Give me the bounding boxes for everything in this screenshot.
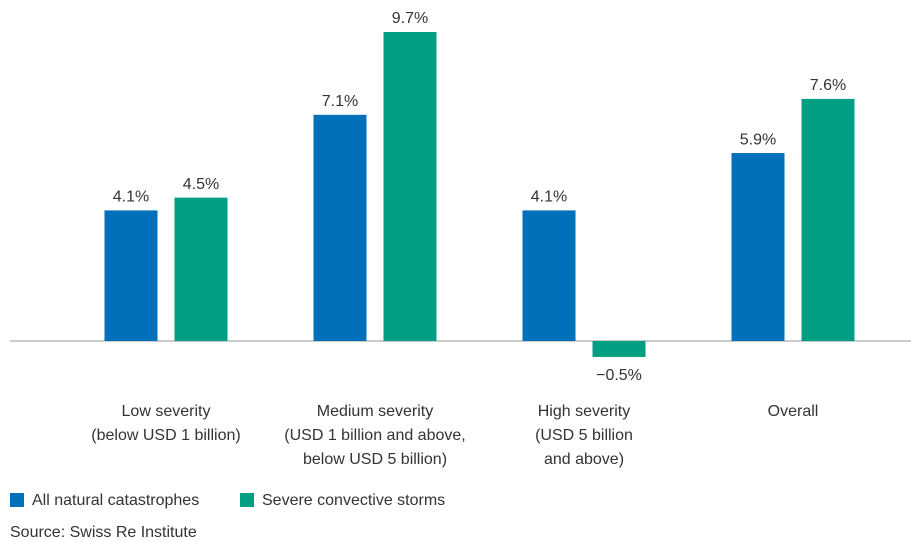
bar bbox=[383, 32, 437, 341]
value-label: −0.5% bbox=[596, 367, 642, 384]
value-label: 5.9% bbox=[740, 131, 776, 148]
legend-label: All natural catastrophes bbox=[32, 492, 199, 509]
legend-label: Severe convective storms bbox=[262, 492, 445, 509]
x-tick-label: Low severity bbox=[122, 403, 211, 420]
legend-swatch bbox=[10, 493, 24, 507]
x-tick-label: Overall bbox=[768, 403, 819, 420]
bar bbox=[731, 153, 785, 341]
value-label: 4.1% bbox=[531, 189, 567, 206]
value-label: 4.5% bbox=[183, 176, 219, 193]
legend-swatch bbox=[240, 493, 254, 507]
x-tick-label: High severity bbox=[538, 403, 630, 420]
value-label: 4.1% bbox=[113, 189, 149, 206]
bar bbox=[104, 210, 158, 341]
x-tick-label: below USD 5 billion) bbox=[303, 451, 447, 468]
value-label: 9.7% bbox=[392, 10, 428, 27]
bar bbox=[174, 197, 228, 341]
value-label: 7.6% bbox=[810, 77, 846, 94]
bar bbox=[313, 114, 367, 342]
bar bbox=[592, 341, 646, 357]
x-tick-label: (below USD 1 billion) bbox=[91, 427, 240, 444]
x-tick-label: (USD 1 billion and above, bbox=[284, 427, 465, 444]
value-label: 7.1% bbox=[322, 93, 358, 110]
bar bbox=[801, 98, 855, 341]
x-tick-label: (USD 5 billion bbox=[535, 427, 633, 444]
x-tick-label: and above) bbox=[544, 451, 624, 468]
bar bbox=[522, 210, 576, 341]
source: Source: Swiss Re Institute bbox=[10, 524, 197, 541]
x-tick-label: Medium severity bbox=[317, 403, 433, 420]
